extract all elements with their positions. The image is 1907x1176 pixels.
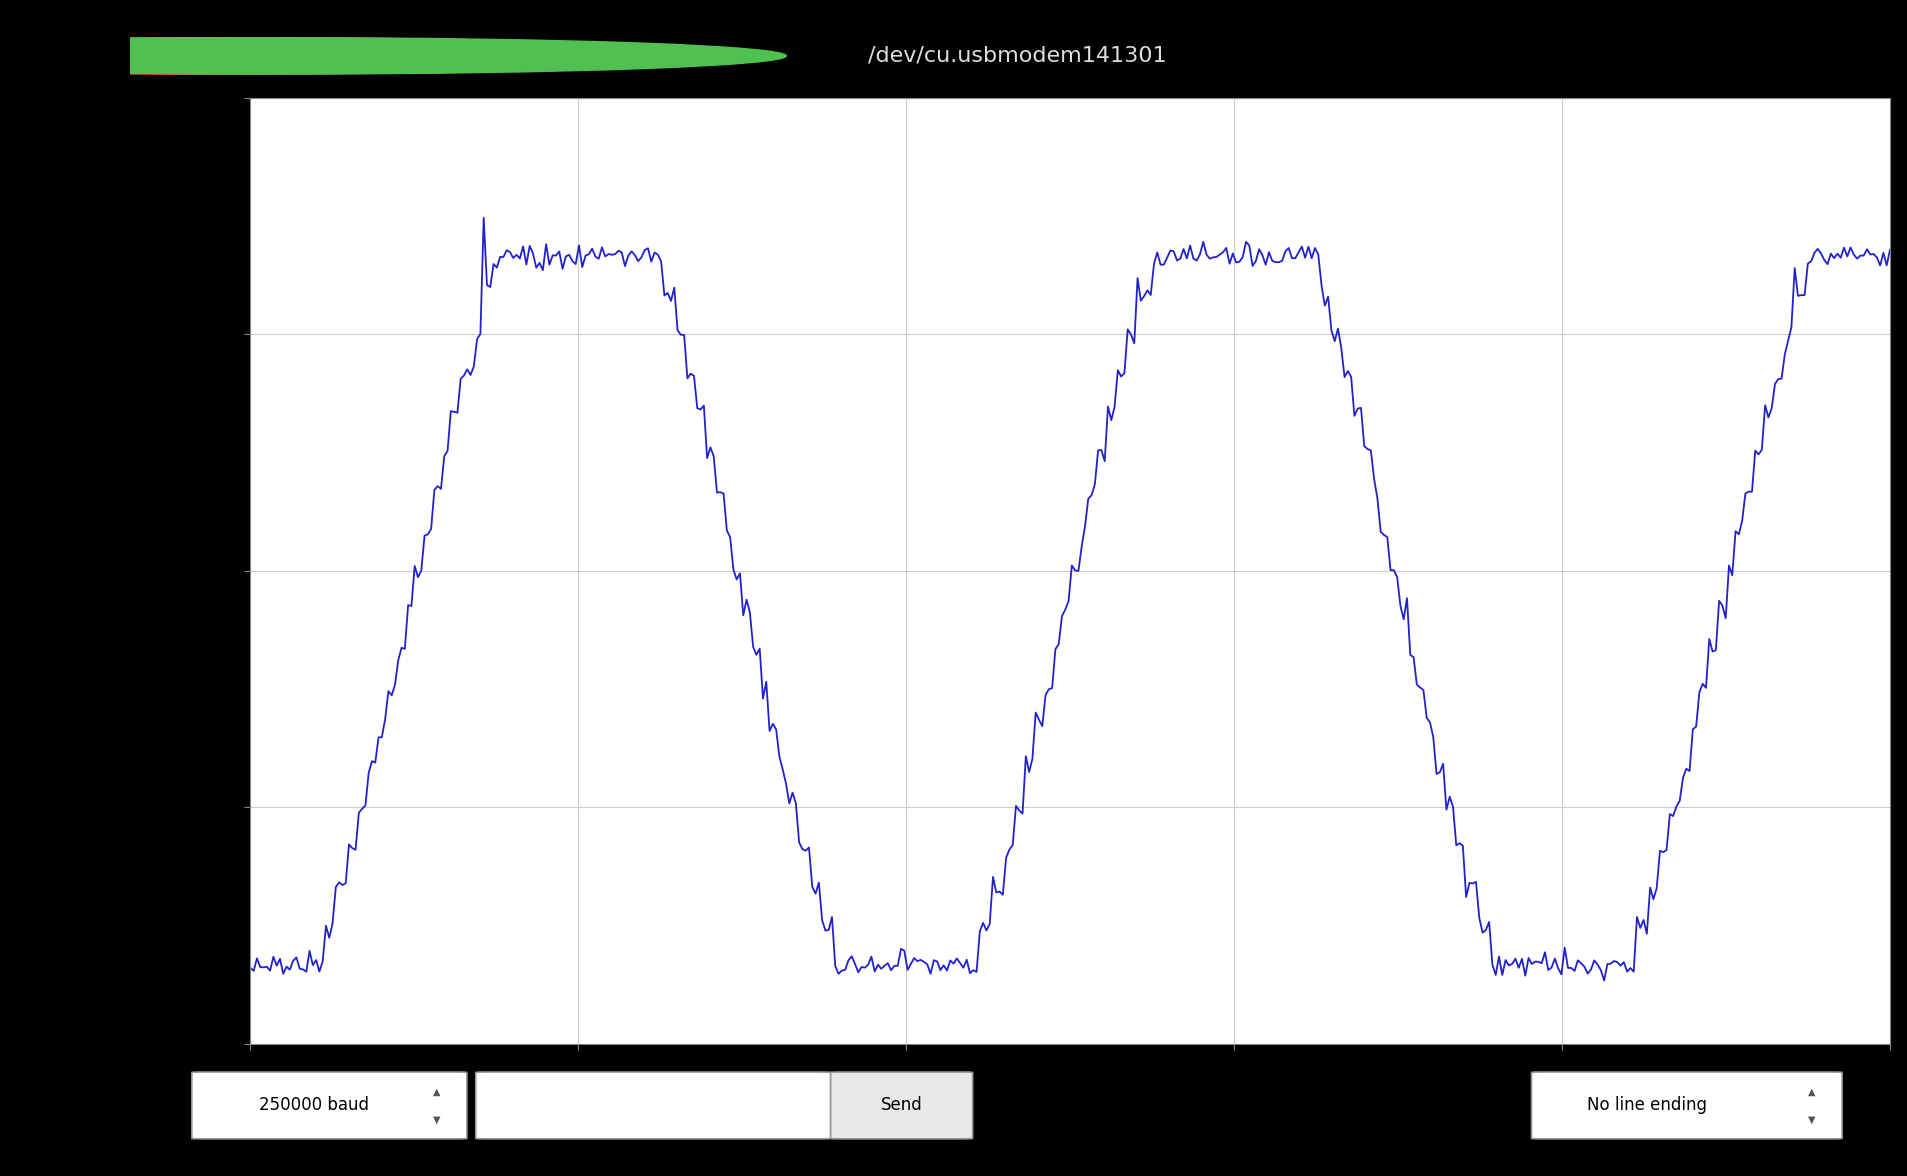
- FancyBboxPatch shape: [830, 1073, 973, 1138]
- Text: ▼: ▼: [1808, 1115, 1815, 1124]
- Text: ▼: ▼: [433, 1115, 441, 1124]
- Text: Send: Send: [881, 1096, 921, 1115]
- Text: /dev/cu.usbmodem141301: /dev/cu.usbmodem141301: [868, 46, 1165, 66]
- Text: 250000 baud: 250000 baud: [259, 1096, 370, 1115]
- FancyBboxPatch shape: [193, 1073, 467, 1138]
- FancyBboxPatch shape: [475, 1073, 830, 1138]
- Text: No line ending: No line ending: [1587, 1096, 1707, 1115]
- Text: ▲: ▲: [433, 1087, 441, 1096]
- Circle shape: [0, 38, 786, 74]
- Circle shape: [0, 38, 698, 74]
- Circle shape: [0, 38, 742, 74]
- Text: ▲: ▲: [1808, 1087, 1815, 1096]
- FancyBboxPatch shape: [1531, 1073, 1840, 1138]
